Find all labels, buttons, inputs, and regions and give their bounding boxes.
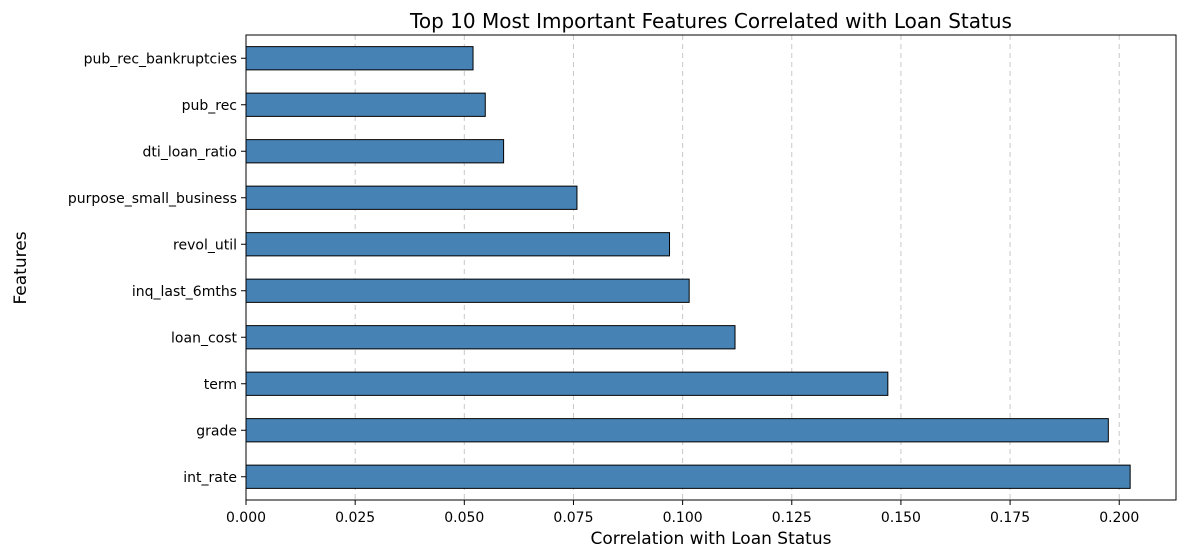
- y-tick-label: dti_loan_ratio: [143, 144, 237, 160]
- x-tick-label: 0.075: [553, 510, 593, 526]
- y-tick-label: revol_util: [173, 237, 237, 253]
- y-tick-label: loan_cost: [171, 330, 237, 346]
- y-tick-label: int_rate: [183, 470, 237, 486]
- bar-dti_loan_ratio: [245, 139, 505, 164]
- x-tick-label: 0.175: [990, 510, 1030, 526]
- y-tick-label: purpose_small_business: [68, 191, 237, 207]
- bar-pub_rec_bankruptcies: [245, 46, 474, 71]
- x-tick-label: 0.150: [881, 510, 921, 526]
- chart-title: Top 10 Most Important Features Correlate…: [409, 9, 1012, 33]
- x-tick-label: 0.200: [1099, 510, 1139, 526]
- x-axis-ticks: 0.000 0.025 0.050 0.075 0.100 0.125 0.150 0.175…: [226, 500, 1139, 526]
- y-tick-label: pub_rec_bankruptcies: [84, 51, 237, 67]
- plot-frame: [245, 34, 1177, 501]
- bar-purpose_small_business: [245, 185, 578, 210]
- y-tick-label: pub_rec: [182, 98, 237, 114]
- x-tick-label: 0.000: [226, 510, 266, 526]
- y-axis-label: Features: [11, 231, 31, 304]
- x-axis-label: Correlation with Loan Status: [591, 529, 832, 549]
- bar-inq_last_6mths: [245, 278, 690, 303]
- bars: [245, 46, 1131, 489]
- bar-term: [245, 371, 889, 396]
- x-tick-label: 0.025: [335, 510, 375, 526]
- x-tick-label: 0.125: [772, 510, 812, 526]
- y-tick-label: inq_last_6mths: [132, 284, 237, 300]
- y-axis-ticks: int_rate grade term loan_cost inq_last_6mths…: [68, 51, 246, 486]
- x-tick-label: 0.050: [444, 510, 484, 526]
- y-tick-label: grade: [196, 423, 237, 439]
- y-tick-label: term: [204, 377, 237, 393]
- bar-revol_util: [245, 232, 671, 257]
- bar-pub_rec: [245, 92, 486, 117]
- bar-grade: [245, 418, 1109, 443]
- bar-int_rate: [245, 464, 1131, 489]
- x-tick-label: 0.100: [663, 510, 703, 526]
- bar-loan_cost: [245, 325, 736, 350]
